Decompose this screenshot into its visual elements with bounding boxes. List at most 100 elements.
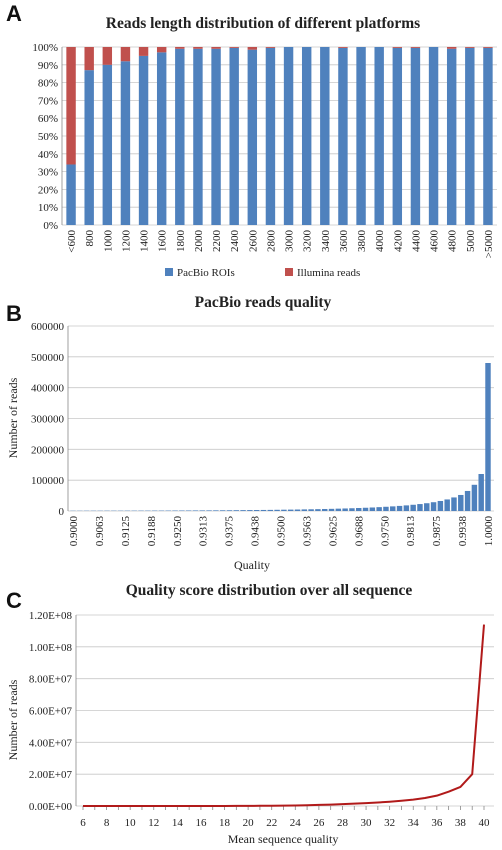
- bar-illumina: [446, 47, 457, 49]
- y-tick-label: 400000: [31, 383, 65, 395]
- x-tick-label: <600: [66, 230, 78, 253]
- histogram-bar: [287, 509, 294, 511]
- x-tick-label: 1800: [175, 230, 187, 253]
- x-tick-label: 38: [455, 817, 467, 829]
- bar-pacbio: [138, 55, 149, 226]
- histogram-bar: [383, 506, 389, 511]
- bar-pacbio: [175, 48, 185, 225]
- y-tick-label: 50%: [38, 131, 58, 143]
- x-tick-label: 1400: [139, 230, 151, 253]
- y-tick-label: 200000: [31, 444, 65, 456]
- x-tick-label: 0.9250: [172, 516, 184, 547]
- x-tick-label: 16: [195, 817, 207, 829]
- x-tick-label: 30: [361, 817, 373, 829]
- bar-illumina: [392, 47, 403, 48]
- panel-c-x-label: Mean sequence quality: [228, 832, 339, 846]
- histogram-bar: [267, 509, 274, 511]
- panel-b-y-ticks: 0 100000 200000 300000 400000 500000 600000: [31, 321, 65, 518]
- histogram-bar: [485, 363, 491, 511]
- panel-c-y-ticks: 0.00E+00 2.00E+07 4.00E+07 6.00E+07 8.00E+07…: [29, 610, 73, 813]
- histogram-bar: [260, 509, 267, 511]
- panel-b-title: PacBio reads quality: [195, 294, 332, 311]
- y-tick-label: 4.00E+07: [29, 737, 73, 749]
- legend-swatch-pacbio: [165, 268, 173, 276]
- bar-pacbio: [465, 47, 475, 225]
- bar-pacbio: [193, 48, 203, 225]
- bar-pacbio: [211, 48, 221, 225]
- y-tick-label: 1.20E+08: [29, 610, 73, 622]
- x-tick-label: 1.0000: [483, 516, 495, 547]
- bar-pacbio: [392, 47, 403, 225]
- y-tick-label: 80%: [38, 78, 58, 90]
- x-tick-label: 0.9438: [250, 516, 262, 547]
- histogram-bar: [376, 507, 382, 511]
- x-tick-label: 0.9188: [146, 516, 158, 547]
- legend-swatch-illumina: [285, 268, 293, 276]
- panel-b-x-ticks: 0.9000 0.9063 0.9125 0.9188 0.9250 0.9313 0.93…: [68, 516, 495, 547]
- x-tick-label: 22: [266, 817, 277, 829]
- x-tick-label: 20: [243, 817, 255, 829]
- bar-pacbio: [120, 61, 131, 225]
- histogram-bar: [185, 510, 192, 511]
- y-tick-label: 30%: [38, 167, 58, 179]
- panel-b-bars: [70, 363, 491, 511]
- histogram-bar: [240, 510, 246, 511]
- x-tick-label: 28: [337, 817, 349, 829]
- bar-pacbio: [446, 48, 457, 225]
- x-tick-label: 0.9875: [431, 516, 443, 547]
- x-tick-label: 2800: [265, 230, 277, 253]
- x-tick-label: 3800: [356, 230, 368, 253]
- histogram-bar: [281, 509, 287, 511]
- panel-b: B PacBio reads quality 0 100000 200000 3000…: [6, 294, 495, 572]
- histogram-bar: [308, 509, 314, 511]
- panel-b-grid: [67, 325, 494, 512]
- histogram-bar: [192, 510, 199, 511]
- x-tick-label: 26: [313, 817, 325, 829]
- x-tick-label: 0.9625: [327, 516, 339, 547]
- bar-pacbio: [66, 164, 76, 225]
- x-tick-label: 2600: [247, 230, 259, 253]
- panel-c-y-label: Number of reads: [6, 679, 20, 760]
- x-tick-label: 4600: [429, 230, 441, 253]
- bar-illumina: [138, 47, 149, 56]
- bar-pacbio: [320, 47, 330, 225]
- x-tick-label: 3600: [338, 230, 350, 253]
- x-tick-label: 12: [148, 817, 159, 829]
- x-tick-label: 4400: [410, 230, 422, 253]
- bar-illumina: [193, 47, 203, 49]
- histogram-bar: [342, 508, 348, 511]
- x-tick-label: 1000: [102, 230, 114, 253]
- x-tick-label: 34: [408, 817, 420, 829]
- legend-label-pacbio: PacBio ROIs: [177, 267, 235, 279]
- x-tick-label: 1200: [120, 230, 132, 253]
- y-tick-label: 90%: [38, 60, 58, 72]
- y-tick-label: 300000: [31, 414, 65, 426]
- x-tick-label: 0.9563: [301, 516, 313, 547]
- histogram-bar: [417, 504, 423, 511]
- x-tick-label: 2000: [193, 230, 205, 253]
- histogram-bar: [362, 507, 369, 511]
- histogram-bar: [206, 510, 212, 511]
- bar-pacbio: [229, 47, 239, 225]
- panel-a: A Reads length distribution of different…: [6, 1, 497, 279]
- x-tick-label: 5000: [465, 230, 477, 253]
- x-tick-label: 36: [431, 817, 443, 829]
- bar-pacbio: [356, 47, 366, 225]
- x-tick-label: 2400: [229, 230, 241, 253]
- bar-illumina: [465, 47, 475, 48]
- bar-illumina: [156, 47, 167, 53]
- x-tick-label: 18: [219, 817, 231, 829]
- y-tick-label: 8.00E+07: [29, 674, 73, 686]
- x-tick-label: 3400: [320, 230, 332, 253]
- panel-a-bars: [66, 47, 493, 226]
- histogram-bar: [396, 505, 403, 511]
- histogram-bar: [294, 509, 301, 511]
- panel-b-x-label: Quality: [234, 558, 270, 572]
- bar-pacbio: [102, 64, 113, 225]
- bar-illumina: [102, 47, 113, 65]
- histogram-bar: [410, 504, 416, 511]
- panel-a-letter: A: [6, 1, 22, 26]
- histogram-bar: [471, 484, 478, 511]
- bar-illumina: [338, 47, 348, 48]
